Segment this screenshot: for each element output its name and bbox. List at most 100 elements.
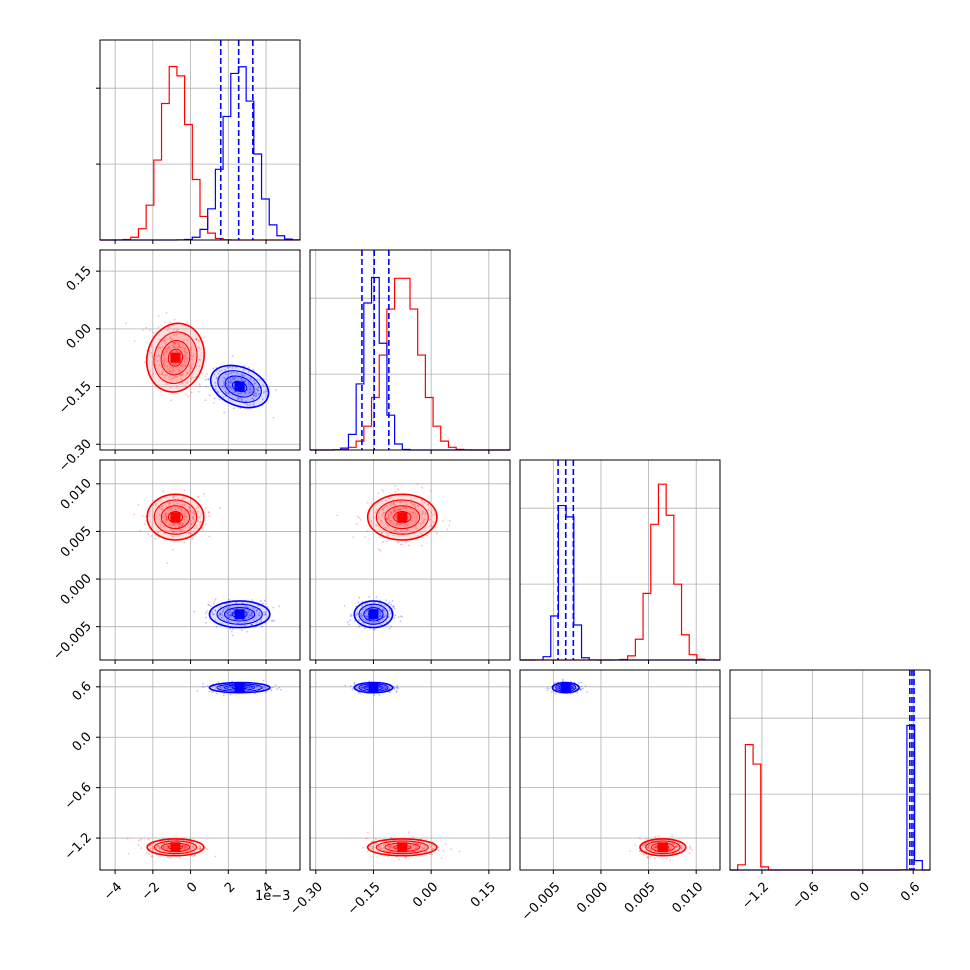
- scatter-point: [248, 392, 251, 394]
- scatter-point: [189, 349, 192, 352]
- scatter-point: [204, 378, 207, 381]
- scatter-point: [229, 606, 231, 609]
- scatter-point: [237, 621, 240, 624]
- scatter-point: [358, 517, 361, 519]
- scatter-point: [229, 628, 232, 630]
- scatter-point: [188, 510, 191, 512]
- scatter-point: [183, 360, 186, 363]
- scatter-point: [396, 508, 398, 511]
- x-tick-label: 0.15: [468, 880, 499, 911]
- scatter-point: [248, 614, 251, 616]
- scatter-point: [280, 688, 282, 691]
- scatter-point: [183, 847, 186, 850]
- contour-line-series-1: [216, 603, 263, 625]
- scatter-point: [562, 678, 564, 681]
- scatter-point: [169, 523, 172, 526]
- scatter-point: [168, 349, 171, 352]
- scatter-point: [365, 686, 368, 689]
- scatter-point: [197, 506, 200, 509]
- scatter-point: [397, 522, 400, 525]
- scatter-point: [168, 502, 171, 505]
- scatter-point: [207, 603, 210, 606]
- scatter-point: [197, 339, 200, 342]
- scatter-point: [362, 618, 365, 621]
- scatter-point: [177, 507, 180, 510]
- scatter-point: [420, 544, 423, 547]
- scatter-point: [193, 527, 196, 530]
- scatter-point: [259, 599, 262, 602]
- scatter-point: [195, 524, 198, 527]
- scatter-point: [375, 596, 378, 598]
- scatter-point: [172, 346, 175, 349]
- scatter-point: [162, 525, 165, 528]
- scatter-point: [381, 488, 384, 491]
- peak-series-1: [234, 609, 245, 620]
- scatter-point: [429, 490, 432, 492]
- scatter-point: [157, 845, 159, 847]
- scatter-point: [678, 842, 681, 844]
- scatter-point: [165, 351, 168, 353]
- scatter-point: [397, 488, 400, 491]
- scatter-point: [263, 390, 266, 393]
- scatter-point: [196, 690, 199, 692]
- scatter-point: [359, 692, 362, 694]
- scatter-point: [178, 525, 180, 528]
- scatter-point: [634, 844, 637, 846]
- scatter-point: [582, 687, 584, 690]
- scatter-point: [204, 523, 207, 526]
- scatter-point: [168, 375, 171, 378]
- scatter-point: [674, 845, 677, 848]
- scatter-point: [428, 853, 431, 856]
- contour-line-series-1: [223, 607, 256, 622]
- scatter-point: [235, 601, 238, 604]
- scatter-point: [391, 599, 394, 602]
- scatter-point: [206, 373, 209, 375]
- scatter-point: [180, 378, 183, 381]
- scatter-point: [384, 843, 386, 846]
- panel-2-2: [519, 459, 721, 664]
- scatter-point: [188, 506, 191, 509]
- scatter-point: [430, 845, 432, 848]
- scatter-point: [156, 845, 159, 848]
- scatter-point: [682, 846, 684, 849]
- scatter-point: [431, 844, 433, 846]
- scatter-point: [644, 850, 647, 853]
- scatter-point: [257, 614, 260, 616]
- scatter-point: [397, 687, 400, 690]
- scatter-point: [165, 517, 168, 520]
- scatter-point: [222, 380, 225, 383]
- peak-series-0: [397, 512, 408, 523]
- scatter-point: [379, 612, 382, 615]
- scatter-point: [425, 850, 428, 853]
- scatter-point: [674, 846, 677, 849]
- scatter-point: [151, 855, 154, 858]
- scatter-point: [262, 679, 265, 682]
- scatter-point: [377, 492, 380, 495]
- scatter-point: [181, 374, 183, 376]
- scatter-point: [164, 845, 166, 848]
- scatter-point: [187, 395, 190, 398]
- scatter-point: [174, 500, 177, 503]
- scatter-point: [244, 617, 247, 620]
- scatter-point: [164, 347, 167, 350]
- scatter-point: [416, 535, 419, 537]
- scatter-point: [358, 625, 361, 628]
- scatter-point: [176, 375, 179, 378]
- scatter-point: [166, 347, 169, 350]
- scatter-point: [232, 376, 234, 379]
- scatter-point: [401, 500, 404, 503]
- scatter-point: [180, 510, 183, 513]
- scatter-point: [404, 857, 407, 859]
- scatter-point: [198, 346, 200, 349]
- contour-line-series-0: [167, 348, 184, 367]
- scatter-point: [247, 686, 250, 689]
- scatter-point: [211, 611, 214, 614]
- scatter-point: [185, 846, 188, 849]
- scatter-point: [228, 392, 230, 395]
- scatter-point: [220, 385, 223, 388]
- scatter-point: [174, 508, 177, 511]
- scatter-point: [264, 686, 267, 689]
- scatter-point: [397, 541, 400, 544]
- scatter-point: [377, 512, 380, 514]
- x-tick-label: 0.00: [410, 880, 441, 911]
